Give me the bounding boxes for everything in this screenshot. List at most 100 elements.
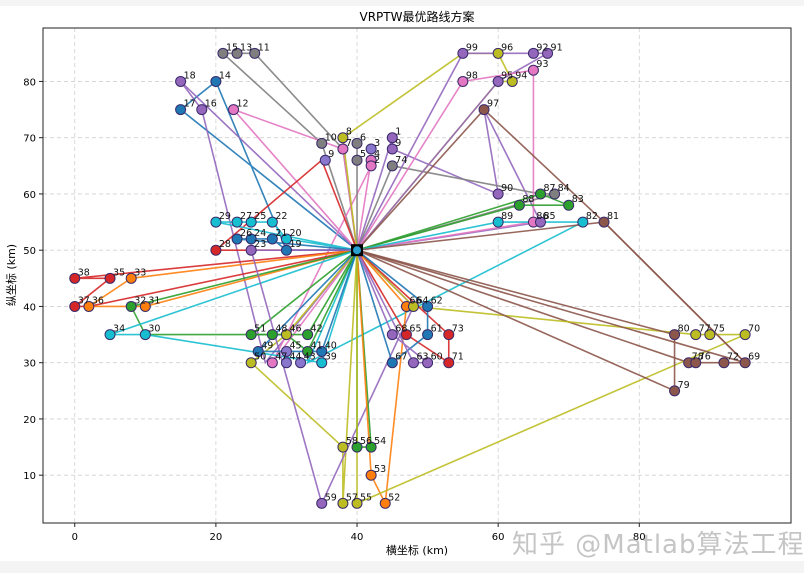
- customer-node: [407, 357, 419, 369]
- customer-node: [104, 272, 116, 284]
- node-label: 79: [678, 380, 690, 391]
- customer-node: [139, 300, 151, 312]
- node-label: 22: [275, 211, 287, 222]
- customer-node: [245, 329, 257, 341]
- x-tick-label: 40: [351, 532, 364, 543]
- node-label: 65: [409, 324, 421, 335]
- customer-node: [407, 300, 419, 312]
- customer-node: [319, 154, 331, 166]
- customer-node: [280, 357, 292, 369]
- y-tick-label: 80: [23, 77, 36, 88]
- customer-node: [316, 497, 328, 509]
- customer-node: [175, 104, 187, 116]
- customer-node: [563, 199, 575, 211]
- customer-node: [690, 357, 702, 369]
- node-label: 24: [254, 228, 266, 239]
- customer-node: [549, 188, 561, 200]
- node-label: 9: [328, 149, 334, 160]
- node-label: 18: [184, 70, 196, 81]
- customer-node: [280, 329, 292, 341]
- x-axis-ticks: 0 20 40 60 80: [72, 523, 646, 543]
- node-label: 1: [395, 127, 401, 138]
- node-label: 38: [78, 267, 90, 278]
- node-label: 12: [237, 99, 249, 110]
- customer-node: [125, 300, 137, 312]
- y-tick-label: 10: [23, 471, 36, 482]
- node-label: 81: [607, 211, 619, 222]
- customer-node: [104, 329, 116, 341]
- route-line-32: [356, 249, 676, 393]
- node-label: 90: [501, 183, 513, 194]
- customer-node: [422, 300, 434, 312]
- node-label: 45: [289, 340, 301, 351]
- x-tick-label: 80: [633, 532, 646, 543]
- node-label: 47: [275, 352, 287, 363]
- customer-node: [386, 329, 398, 341]
- customer-node: [739, 357, 751, 369]
- node-label: 97: [487, 99, 499, 110]
- node-label: 15: [226, 42, 238, 53]
- node-label: 44: [289, 352, 301, 363]
- node-label: 53: [374, 464, 386, 475]
- customer-node: [69, 272, 81, 284]
- customer-node: [337, 497, 349, 509]
- customer-node: [534, 188, 546, 200]
- customer-node: [337, 143, 349, 155]
- customer-node: [280, 233, 292, 245]
- node-label: 9: [395, 138, 401, 149]
- node-label: 30: [148, 324, 160, 335]
- customer-node: [217, 47, 229, 59]
- chart-title: VRPTW最优路线方案: [360, 9, 475, 24]
- customer-node: [443, 329, 455, 341]
- customer-node: [598, 216, 610, 228]
- node-label: 91: [551, 42, 563, 53]
- customer-node: [492, 75, 504, 87]
- customer-node: [492, 188, 504, 200]
- node-label: 86: [536, 211, 548, 222]
- node-label: 94: [515, 70, 527, 81]
- node-label: 80: [678, 324, 690, 335]
- customer-node: [457, 75, 469, 87]
- node-label: 33: [134, 267, 146, 278]
- figure: VRPTW最优路线方案 15 13 11 18 14 17 16 12 10 8 9 6 5 7 3 4 2 1 9…: [0, 6, 804, 561]
- customer-node: [365, 469, 377, 481]
- customer-node: [513, 199, 525, 211]
- node-label: 19: [289, 239, 301, 250]
- node-label: 74: [395, 155, 407, 166]
- node-label: 78: [692, 352, 704, 363]
- node-label: 20: [289, 228, 301, 239]
- customer-node: [228, 104, 240, 116]
- route-line-10: [356, 52, 551, 251]
- node-label: 93: [536, 59, 548, 70]
- route-line-8: [356, 164, 555, 251]
- y-axis-ticks: 10 20 30 40 50 60 70 80: [23, 77, 43, 482]
- node-label: 55: [360, 492, 372, 503]
- customer-node: [351, 441, 363, 453]
- y-tick-label: 30: [23, 359, 36, 370]
- customer-node: [534, 216, 546, 228]
- node-label: 35: [113, 267, 125, 278]
- node-label: 83: [572, 194, 584, 205]
- route-line-7: [356, 109, 542, 251]
- customer-node: [669, 385, 681, 397]
- node-label: 56: [360, 436, 372, 447]
- y-tick-label: 50: [23, 246, 36, 257]
- customer-node: [365, 441, 377, 453]
- customer-node: [337, 441, 349, 453]
- node-label: 73: [452, 324, 464, 335]
- x-axis-label: 横坐标 (km): [386, 543, 448, 557]
- node-label: 68: [395, 324, 407, 335]
- y-tick-label: 40: [23, 302, 36, 313]
- customer-node: [337, 132, 349, 144]
- customer-node: [386, 143, 398, 155]
- node-label: 32: [134, 295, 146, 306]
- node-label: 5: [360, 149, 366, 160]
- customer-nodes: [69, 47, 751, 509]
- customer-node: [351, 137, 363, 149]
- customer-node: [266, 329, 278, 341]
- y-tick-label: 70: [23, 134, 36, 145]
- route-line-28: [356, 249, 746, 505]
- customer-node: [231, 216, 243, 228]
- customer-node: [249, 47, 261, 59]
